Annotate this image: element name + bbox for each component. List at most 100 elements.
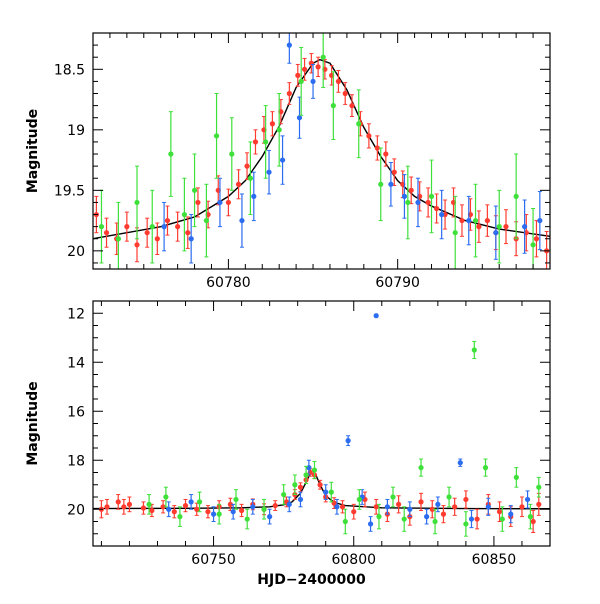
data-point xyxy=(376,514,382,520)
data-point xyxy=(373,504,379,510)
data-point xyxy=(196,499,203,505)
data-point xyxy=(233,496,239,503)
data-point xyxy=(252,139,259,145)
data-point xyxy=(432,518,438,525)
data-point xyxy=(205,509,211,515)
y-tick-label: 16 xyxy=(67,404,85,420)
data-point xyxy=(144,230,150,236)
data-point xyxy=(484,217,490,224)
data-point xyxy=(210,511,217,517)
data-point xyxy=(276,127,282,133)
data-point xyxy=(425,199,431,206)
data-point xyxy=(286,90,292,97)
y-tick-label: 12 xyxy=(67,306,85,322)
data-point xyxy=(472,217,479,224)
data-point xyxy=(342,90,348,97)
y-tick-label: 20 xyxy=(67,502,85,518)
data-point xyxy=(292,482,298,488)
data-point xyxy=(164,217,171,224)
data-point xyxy=(286,42,292,48)
data-point xyxy=(496,224,502,230)
data-point xyxy=(519,504,525,510)
x-tick-label: 60780 xyxy=(206,275,251,291)
data-point xyxy=(452,230,458,236)
data-point xyxy=(311,467,318,473)
data-point xyxy=(216,511,222,517)
data-point xyxy=(537,217,543,224)
data-point xyxy=(390,494,396,500)
data-point xyxy=(244,516,250,522)
data-point xyxy=(384,504,390,510)
x-axis-label: HJD−2400000 xyxy=(257,572,366,588)
data-point xyxy=(349,103,355,109)
data-point xyxy=(140,505,147,511)
series-0 xyxy=(98,468,542,534)
data-point xyxy=(374,145,380,151)
data-point xyxy=(503,224,509,230)
data-point xyxy=(474,516,480,522)
data-point xyxy=(459,217,465,224)
data-point xyxy=(185,230,191,236)
data-point xyxy=(250,504,256,510)
data-point xyxy=(317,482,323,488)
data-point xyxy=(440,511,447,517)
data-point xyxy=(177,514,183,520)
data-point xyxy=(149,507,155,514)
data-point xyxy=(408,187,414,193)
data-point xyxy=(134,199,140,206)
data-point xyxy=(345,438,351,444)
data-point xyxy=(424,514,430,520)
y-tick-label: 19 xyxy=(67,123,85,139)
data-point xyxy=(149,224,155,230)
data-point xyxy=(388,181,394,187)
data-point xyxy=(401,516,407,522)
series-2 xyxy=(146,340,542,537)
data-point xyxy=(418,499,424,505)
data-point xyxy=(295,72,301,78)
data-point xyxy=(166,506,172,512)
data-point xyxy=(530,518,536,525)
data-point xyxy=(527,514,533,520)
series-1 xyxy=(166,313,531,532)
data-point xyxy=(328,489,334,495)
data-point xyxy=(433,205,440,212)
data-point xyxy=(356,496,362,503)
data-point xyxy=(146,501,152,507)
data-point xyxy=(124,224,130,230)
data-point xyxy=(415,199,421,206)
data-point xyxy=(356,121,362,127)
data-point xyxy=(342,518,348,525)
data-point xyxy=(235,181,242,187)
data-point xyxy=(429,506,435,512)
data-point xyxy=(536,484,542,490)
data-point xyxy=(303,472,309,478)
data-point xyxy=(391,169,397,175)
data-point xyxy=(160,504,166,510)
data-point xyxy=(524,496,531,503)
data-point xyxy=(452,504,458,510)
data-point xyxy=(396,501,402,507)
data-point xyxy=(171,509,177,515)
data-point xyxy=(530,242,536,248)
data-point xyxy=(213,133,220,139)
data-point xyxy=(482,465,489,471)
data-point xyxy=(439,211,445,218)
data-point xyxy=(272,502,278,509)
data-point xyxy=(298,78,304,85)
data-point xyxy=(244,163,250,169)
data-point xyxy=(493,230,499,236)
data-point xyxy=(194,506,200,512)
data-point xyxy=(104,504,110,510)
data-point xyxy=(297,496,304,503)
data-point xyxy=(227,501,233,507)
data-point xyxy=(496,509,503,515)
data-point xyxy=(383,151,389,157)
data-point xyxy=(217,199,223,206)
data-point xyxy=(435,501,441,507)
data-point xyxy=(188,236,194,242)
data-point xyxy=(263,139,269,145)
data-point xyxy=(323,489,329,495)
data-point xyxy=(296,115,303,121)
x-tick-label: 60800 xyxy=(331,552,376,568)
